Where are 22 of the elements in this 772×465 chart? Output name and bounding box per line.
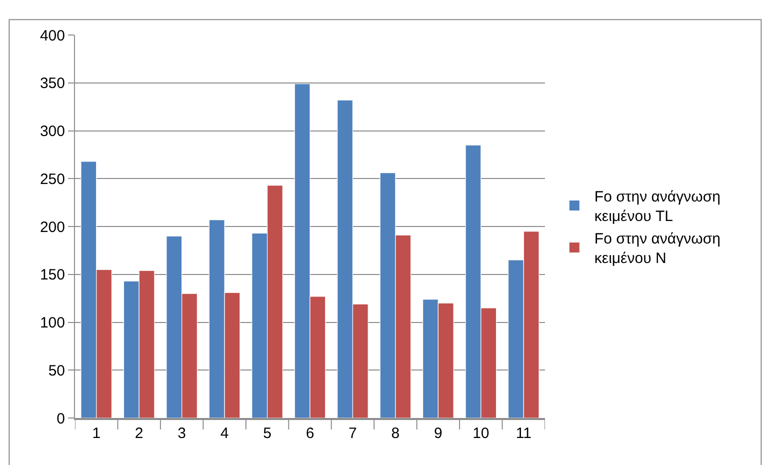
y-tick-label: 100: [40, 314, 65, 332]
y-tick-label: 300: [40, 123, 65, 140]
x-tick-label: 6: [306, 425, 314, 442]
y-tick-label: 50: [48, 362, 65, 380]
y-tick-label: 400: [40, 27, 65, 44]
legend-label: Fo στην ανάγνωση κειμένου N: [594, 230, 720, 268]
y-tick-label: 250: [40, 170, 65, 188]
x-tick-label: 5: [263, 425, 272, 442]
y-tick-label: 350: [40, 75, 65, 92]
x-tick-label: 11: [516, 425, 532, 442]
y-tick-label: 200: [40, 218, 65, 236]
y-tick-label: 150: [40, 266, 65, 284]
y-tick-label: 0: [56, 410, 65, 428]
x-tick-label: 3: [178, 425, 186, 442]
legend-label: Fo στην ανάγνωση κειμένου TL: [594, 188, 720, 226]
x-tick-label: 1: [92, 425, 101, 442]
x-tick-label: 7: [348, 425, 357, 442]
x-tick-label: 2: [134, 425, 144, 442]
x-tick-label: 10: [472, 425, 490, 442]
x-tick-label: 9: [434, 425, 442, 442]
x-tick-label: 8: [391, 425, 400, 442]
x-tick-label: 4: [220, 425, 229, 442]
